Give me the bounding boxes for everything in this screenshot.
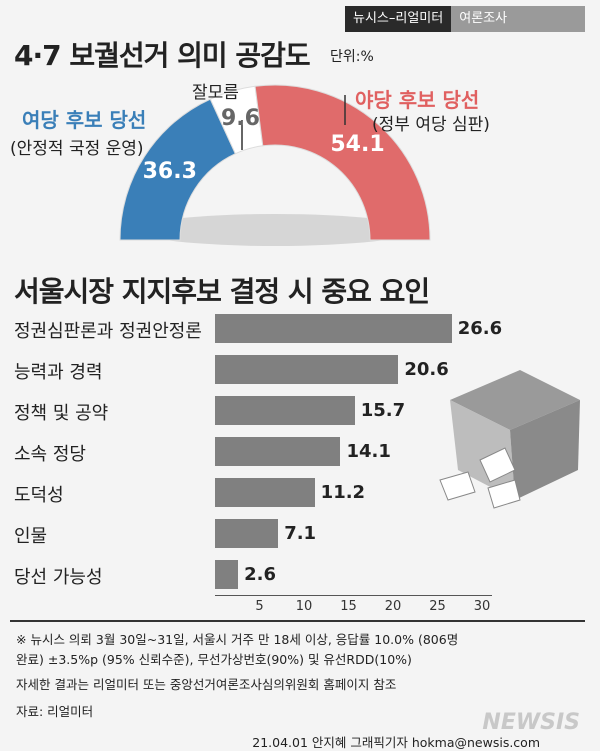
bar-mark <box>215 396 355 425</box>
bar-label: 정권심판론과 정권안정론 <box>14 321 202 342</box>
x-tick-label: 5 <box>255 599 264 614</box>
divider-line <box>10 620 585 622</box>
footnote-line-3: 자세한 결과는 리얼미터 또는 중앙선거여론조사심의위원회 홈페이지 참조 <box>16 677 397 692</box>
bar-value: 11.2 <box>320 482 366 503</box>
bar-label: 당선 가능성 <box>14 567 103 588</box>
label-ruling: 여당 후보 당선 <box>22 108 147 132</box>
ballot-box-icon <box>439 370 580 509</box>
bar-mark <box>215 560 239 589</box>
bar-mark <box>215 437 341 466</box>
bar-value: 7.1 <box>284 523 317 544</box>
source-badge-left: 뉴시스–리얼미터 <box>345 6 452 32</box>
bar-label: 소속 정당 <box>14 444 86 465</box>
gauge-segment-2 <box>254 84 431 241</box>
unit-label: 단위:% <box>330 49 374 65</box>
bar-mark <box>215 355 399 384</box>
bar-label: 도덕성 <box>14 485 64 506</box>
label-opposition: 야당 후보 당선 <box>355 88 480 112</box>
bar-label: 능력과 경력 <box>14 362 103 383</box>
bar-value: 15.7 <box>360 400 406 421</box>
gauge-shadow <box>135 214 415 246</box>
bar-label: 인물 <box>14 526 48 547</box>
bar-value: 20.6 <box>404 359 449 380</box>
bar-mark <box>215 314 452 343</box>
bar-value: 2.6 <box>244 564 277 585</box>
bar-label: 정책 및 공약 <box>14 403 109 424</box>
footnote-line-1: ※ 뉴시스 의뢰 3월 30일~31일, 서울시 거주 만 18세 이상, 응답… <box>16 632 459 647</box>
source-badge: 뉴시스–리얼미터 여론조사 <box>345 6 585 32</box>
bar-mark <box>215 478 315 507</box>
gauge-value-0: 36.3 <box>142 158 197 184</box>
watermark-logo: NEWSIS <box>482 710 580 735</box>
gauge-value-2: 54.1 <box>330 132 385 158</box>
x-axis-line <box>215 595 492 596</box>
x-tick-label: 20 <box>384 599 402 614</box>
x-tick-label: 30 <box>473 599 491 614</box>
bar-value: 26.6 <box>457 318 503 339</box>
source-badge-right: 여론조사 <box>451 6 585 32</box>
credit-line: 21.04.01 안지혜 그래픽기자 hokma@newsis.com <box>252 735 540 750</box>
footnote-line-2: 완료) ±3.5%p (95% 신뢰수준), 무선가상번호(90%) 및 유선R… <box>16 652 412 667</box>
label-ruling-sub: (안정적 국정 운영) <box>10 139 144 159</box>
label-opposition-sub: (정부 여당 심판) <box>372 115 490 135</box>
gauge-value-1: 9.6 <box>221 105 260 131</box>
bar-mark <box>215 519 279 548</box>
footnote-source: 자료: 리얼미터 <box>16 704 94 719</box>
gauge-chart <box>119 84 431 246</box>
bar-value: 14.1 <box>346 441 391 462</box>
label-unsure: 잘모름 <box>192 83 239 103</box>
chart-title-2: 서울시장 지지후보 결정 시 중요 요인 <box>14 275 430 308</box>
bar-chart: 정권심판론과 정권안정론 26.6 능력과 경력 20.6 정책 및 공약 15.7 소속 … <box>0 300 600 620</box>
chart-title-1: 4·7 보궐선거 의미 공감도 <box>14 39 311 72</box>
x-tick-label: 25 <box>429 599 446 614</box>
x-tick-label: 10 <box>295 599 313 614</box>
x-tick-label: 15 <box>340 599 357 614</box>
